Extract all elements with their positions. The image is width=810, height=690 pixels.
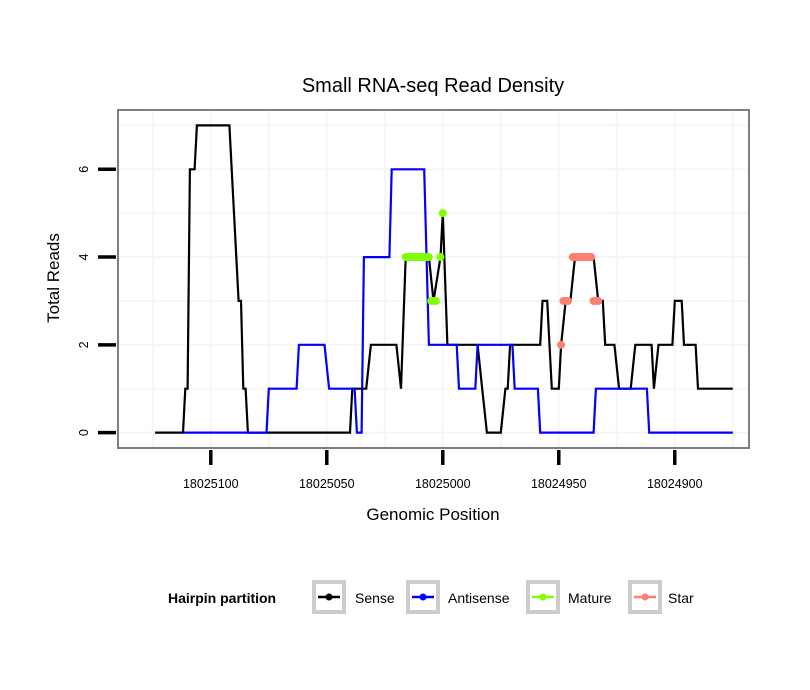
legend-label: Mature	[568, 590, 612, 606]
y-tick-label: 4	[77, 254, 91, 261]
series-antisense	[183, 168, 733, 434]
y-tick-label: 0	[77, 429, 91, 436]
y-axis: 0 2 4 6	[77, 166, 116, 436]
legend-entries: Sense Antisense Mature Star	[312, 580, 694, 614]
legend-label: Star	[668, 590, 694, 606]
legend-item-antisense: Antisense	[406, 580, 510, 614]
legend-item-sense: Sense	[312, 580, 395, 614]
legend-label: Antisense	[448, 590, 510, 606]
data-point-star	[587, 253, 596, 262]
legend-title: Hairpin partition	[168, 590, 276, 606]
series-star	[557, 253, 603, 349]
plot-area	[117, 109, 750, 449]
data-point-mature	[431, 296, 440, 305]
x-tick-label: 18024950	[531, 477, 587, 491]
panel-background	[118, 110, 749, 448]
legend-label: Sense	[355, 590, 395, 606]
y-axis-title: Total Reads	[44, 233, 63, 323]
x-tick-label: 18025000	[415, 477, 471, 491]
legend: Hairpin partition Sense Antisense Mature St…	[168, 580, 694, 614]
panel-border	[117, 109, 750, 449]
series-mature	[401, 209, 447, 305]
y-tick-label: 2	[77, 341, 91, 348]
data-point-star	[594, 296, 603, 305]
y-tick-label: 6	[77, 166, 91, 173]
legend-item-star: Star	[628, 580, 694, 614]
series-layer	[155, 124, 733, 434]
legend-key-point	[325, 593, 333, 601]
chart-title: Small RNA-seq Read Density	[302, 75, 564, 97]
x-tick-label: 18025050	[299, 477, 355, 491]
series-sense	[155, 124, 733, 434]
data-point-mature	[436, 253, 445, 262]
series-line-antisense	[183, 168, 733, 434]
legend-key-point	[419, 593, 427, 601]
x-tick-label: 18024900	[647, 477, 703, 491]
legend-key-point	[641, 593, 649, 601]
data-point-star	[564, 296, 573, 305]
legend-key-point	[539, 593, 547, 601]
legend-item-mature: Mature	[526, 580, 612, 614]
data-point-star	[557, 340, 566, 349]
x-tick-label: 18025100	[183, 477, 239, 491]
x-axis: 18025100 18025050 18025000 18024950 18024900	[183, 450, 703, 491]
series-line-sense	[155, 124, 733, 434]
data-point-mature	[424, 253, 433, 262]
x-axis-title: Genomic Position	[366, 505, 499, 524]
data-point-mature	[438, 209, 447, 218]
